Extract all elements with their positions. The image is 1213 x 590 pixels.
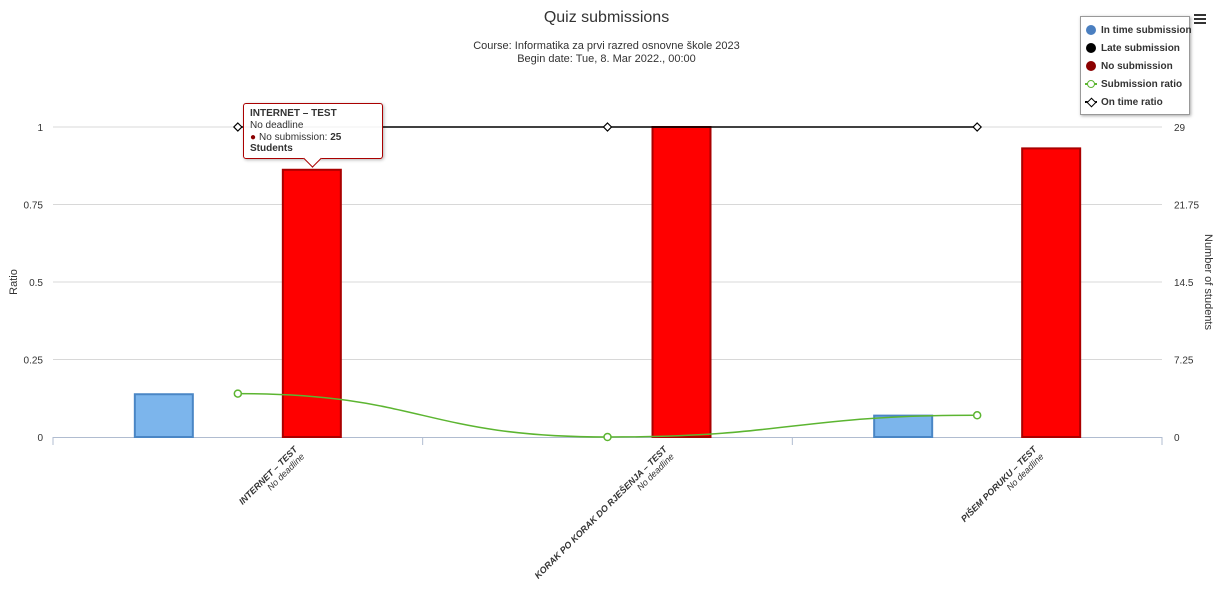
tooltip-dot-icon: ● xyxy=(250,132,257,143)
line-submission-ratio xyxy=(237,392,978,438)
right-axis-title: Number of students xyxy=(1202,234,1213,330)
chart-subtitle-course: Course: Informatika za prvi razred osnov… xyxy=(473,40,740,52)
late-dot-icon xyxy=(1085,42,1097,54)
legend-item-in-time-submission[interactable]: In time submission xyxy=(1081,21,1192,39)
bar-no-submission xyxy=(651,126,712,438)
category-name: INTERNET – TEST xyxy=(237,443,300,506)
point-on-time-ratio xyxy=(972,122,983,132)
point-on-time-ratio xyxy=(232,122,243,132)
bar-no-submission xyxy=(1021,147,1082,438)
point-submission-ratio xyxy=(233,389,243,398)
bar-no-submission xyxy=(281,168,342,439)
left-axis-tick-label: 0.75 xyxy=(24,201,44,212)
in-time-dot-icon xyxy=(1085,24,1097,36)
no-submission-dot-icon xyxy=(1085,60,1097,72)
right-axis-tick-label: 21.75 xyxy=(1174,201,1199,212)
left-axis-tick-label: 0.5 xyxy=(29,278,43,289)
left-axis-tick-label: 0.25 xyxy=(24,356,44,367)
right-axis-tick-label: 14.5 xyxy=(1174,278,1194,289)
legend-item-submission-ratio[interactable]: Submission ratio xyxy=(1081,75,1189,93)
tooltip-title: INTERNET – TEST xyxy=(250,108,337,119)
chart-tooltip: INTERNET – TEST No deadline ● No submissi… xyxy=(243,103,383,168)
chart-subtitle-date: Begin date: Tue, 8. Mar 2022., 00:00 xyxy=(517,53,696,65)
right-axis-tick-label: 7.25 xyxy=(1174,356,1194,367)
category-name: PIŠEM PORUKU – TEST xyxy=(958,443,1039,524)
left-axis-title: Ratio xyxy=(8,269,20,295)
left-axis-tick-label: 0 xyxy=(37,433,43,444)
bar-in-time-submission xyxy=(873,414,934,439)
bar-in-time-submission xyxy=(133,393,194,439)
tooltip-subtitle: No deadline xyxy=(250,120,304,131)
right-axis-tick-label: 0 xyxy=(1174,433,1180,444)
chart-title: Quiz submissions xyxy=(543,9,670,26)
hamburger-menu-icon[interactable] xyxy=(1194,14,1206,28)
category-name: KORAK PO KORAK DO RJEŠENJA – TEST xyxy=(532,443,670,581)
diamond-line-icon xyxy=(1085,96,1097,108)
circle-line-icon xyxy=(1085,78,1097,90)
legend-label: No submission xyxy=(1101,60,1173,72)
legend-item-late-submission[interactable]: Late submission xyxy=(1081,39,1189,57)
legend-label: Submission ratio xyxy=(1101,78,1183,90)
tooltip-row: ● No submission: 25 Students xyxy=(250,132,342,154)
legend-item-no-submission[interactable]: No submission xyxy=(1081,57,1189,75)
legend-label: On time ratio xyxy=(1101,96,1163,108)
legend-label: Late submission xyxy=(1101,42,1180,54)
left-axis-tick-label: 1 xyxy=(37,123,43,134)
legend-label: In time submission xyxy=(1101,24,1192,36)
tooltip-value: 25 Students xyxy=(250,132,342,154)
legend-item-on-time-ratio[interactable]: On time ratio xyxy=(1081,93,1189,111)
chart-legend: In time submission Late submission No su… xyxy=(1080,16,1192,115)
right-axis-tick-label: 29 xyxy=(1174,123,1186,134)
tooltip-series: No submission xyxy=(259,132,325,143)
point-submission-ratio xyxy=(603,432,612,442)
point-submission-ratio xyxy=(972,411,982,420)
point-on-time-ratio xyxy=(602,122,613,132)
